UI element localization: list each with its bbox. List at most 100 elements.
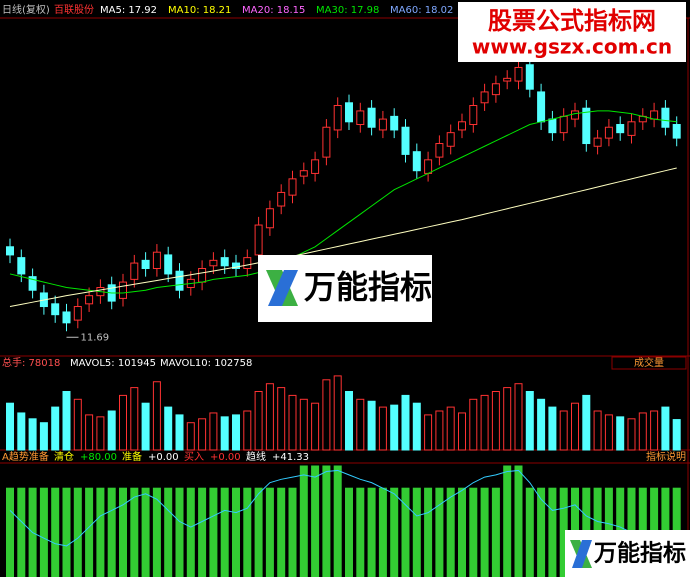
bar <box>130 387 139 451</box>
bar <box>548 406 557 451</box>
bar <box>491 487 500 577</box>
candle-body <box>17 257 26 275</box>
candle-body <box>525 64 534 90</box>
bar <box>672 419 681 451</box>
candle-body <box>378 118 387 131</box>
bar <box>130 487 139 577</box>
bar <box>119 394 127 451</box>
stock-name: 百联股份 <box>54 4 94 16</box>
bar <box>638 412 647 451</box>
bar <box>220 416 229 451</box>
bar <box>186 422 195 451</box>
bar <box>243 487 252 577</box>
bar <box>265 487 274 577</box>
candle-body <box>650 110 659 120</box>
bar <box>39 422 48 451</box>
bar <box>571 402 579 451</box>
bar <box>175 414 184 451</box>
bar <box>186 487 195 577</box>
candle-body <box>311 159 320 174</box>
candle-body <box>220 257 229 267</box>
bar <box>345 487 353 577</box>
bar <box>424 414 433 451</box>
bar <box>141 487 150 577</box>
candle-body <box>243 257 252 269</box>
bar <box>503 387 512 451</box>
logo-icon <box>268 270 298 306</box>
logo-text: 万能指标 <box>594 540 686 567</box>
candle-body <box>209 259 218 267</box>
candle-body <box>73 306 82 321</box>
panel-title: 买入 <box>184 451 204 463</box>
bar <box>480 487 489 577</box>
panel-title: A趋势准备 <box>2 450 49 463</box>
bar <box>458 412 466 451</box>
panel-title: +0.00 <box>148 452 179 463</box>
candle-body <box>322 126 331 158</box>
candle-body <box>6 246 14 256</box>
candle-body <box>661 107 670 128</box>
candle-body <box>356 110 365 126</box>
bar <box>424 487 433 577</box>
candle-body <box>390 115 399 131</box>
candle-body <box>152 251 161 269</box>
candle-body <box>503 77 512 82</box>
bar <box>243 410 252 451</box>
bar <box>604 414 613 451</box>
candle-body <box>85 295 94 305</box>
bar <box>220 487 229 577</box>
bar <box>401 394 410 451</box>
bar <box>480 394 489 451</box>
bar <box>469 487 478 577</box>
candle-body <box>469 105 478 126</box>
panel-title: MAVOL10: 102758 <box>160 358 252 369</box>
bar <box>616 416 625 451</box>
panel-title: 总手: 78018 <box>2 356 60 369</box>
candle-body <box>164 254 173 275</box>
bar <box>62 391 71 451</box>
bar <box>51 406 60 451</box>
bar <box>265 383 274 451</box>
bar <box>28 418 37 451</box>
candle-body <box>672 124 681 139</box>
bar <box>356 487 365 577</box>
bar <box>514 383 523 451</box>
bar <box>446 487 455 577</box>
bar <box>288 394 297 451</box>
bar <box>378 406 387 451</box>
bar <box>322 465 331 577</box>
candle-body <box>604 126 613 139</box>
ma-legend: MA20: 18.15 <box>242 5 305 16</box>
candle-body <box>616 124 625 134</box>
indicator-help: 指标说明 <box>646 450 686 463</box>
bar <box>458 487 466 577</box>
bar <box>209 412 218 451</box>
candle-body <box>28 276 37 291</box>
candle-body <box>62 311 71 324</box>
candle-body <box>559 115 568 134</box>
bar <box>209 487 218 577</box>
logo-icon <box>572 540 592 568</box>
candle-body <box>288 178 297 196</box>
ma-legend: MA10: 18.21 <box>168 5 231 16</box>
bar <box>254 391 263 451</box>
candle-body <box>265 208 274 229</box>
bar <box>537 398 546 451</box>
ma-legend: MA30: 17.98 <box>316 5 379 16</box>
bar <box>627 418 636 451</box>
candle-body <box>401 126 410 155</box>
candle-body <box>480 91 489 104</box>
bar <box>152 381 161 451</box>
bar <box>85 414 94 451</box>
bar <box>514 465 523 577</box>
bar <box>6 402 14 451</box>
panel-label-box <box>611 356 687 370</box>
logo-text: 万能指标 <box>304 268 432 306</box>
bar <box>650 410 659 451</box>
panel-title: 趋线 <box>246 450 266 463</box>
bar <box>198 418 207 451</box>
bar <box>537 487 546 577</box>
annotation: 11.69 <box>81 332 110 343</box>
bar <box>378 487 387 577</box>
